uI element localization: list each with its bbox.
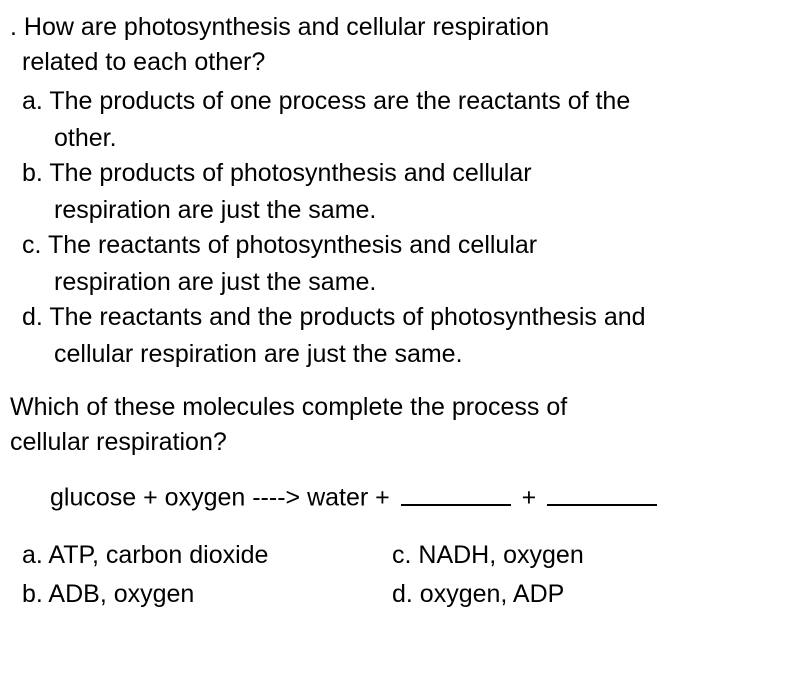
question-2: Which of these molecules complete the pr… [10,390,780,616]
q2-options-col1: a. ATP, carbon dioxide b. ADB, oxygen [22,538,392,616]
q2-equation: glucose + oxygen ----> water + + [10,478,780,516]
q1-option-a-line2: other. [10,121,780,156]
q2-stem-line2: cellular respiration? [10,425,780,460]
question-1: . How are photosynthesis and cellular re… [10,10,780,372]
q1-option-b-line2: respiration are just the same. [10,193,780,228]
q1-option-c-line1: c. The reactants of photosynthesis and c… [10,228,780,263]
q2-option-b: b. ADB, oxygen [22,577,392,612]
equation-prefix: glucose + oxygen ----> water + [50,484,390,512]
q2-options-col2: c. NADH, oxygen d. oxygen, ADP [392,538,780,616]
q2-option-a: a. ATP, carbon dioxide [22,538,392,573]
q1-stem-line2: related to each other? [10,45,780,80]
q1-option-d-line1: d. The reactants and the products of pho… [10,300,780,335]
q1-option-c-line2: respiration are just the same. [10,265,780,300]
q2-options: a. ATP, carbon dioxide b. ADB, oxygen c.… [10,538,780,616]
q1-option-b-line1: b. The products of photosynthesis and ce… [10,156,780,191]
blank-1 [401,478,511,506]
q1-stem: . How are photosynthesis and cellular re… [10,10,780,80]
q1-option-a-line1: a. The products of one process are the r… [10,84,780,119]
q1-option-d-line2: cellular respiration are just the same. [10,337,780,372]
equation-plus: + [522,484,537,512]
blank-2 [547,478,657,506]
q2-stem: Which of these molecules complete the pr… [10,390,780,460]
q2-stem-line1: Which of these molecules complete the pr… [10,390,780,425]
q2-option-c: c. NADH, oxygen [392,538,780,573]
q1-stem-line1: . How are photosynthesis and cellular re… [10,10,780,45]
q2-option-d: d. oxygen, ADP [392,577,780,612]
